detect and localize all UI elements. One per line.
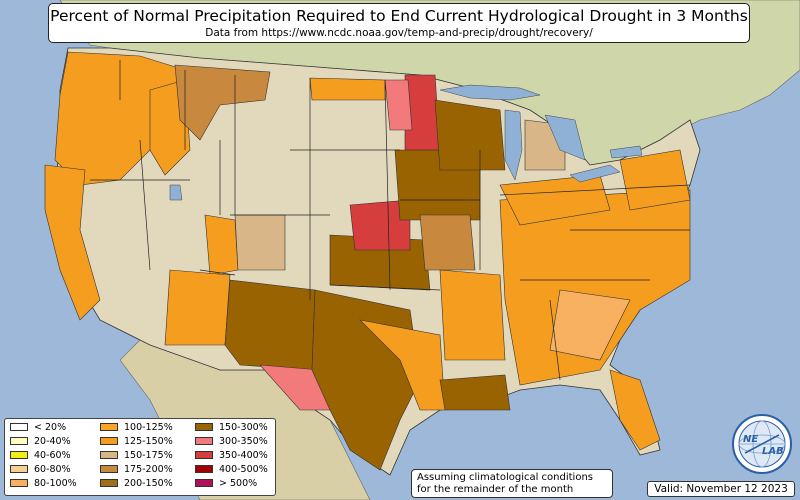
arizona-region: [164, 269, 231, 346]
lake-michigan: [504, 109, 523, 181]
legend-label: 40-60%: [34, 450, 71, 461]
legend-label: 150-300%: [219, 422, 268, 433]
title-box: Percent of Normal Precipitation Required…: [48, 3, 750, 43]
assumption-line-1: Assuming climatological conditions: [417, 472, 593, 483]
legend-swatch: [10, 451, 28, 459]
legend-swatch: [100, 465, 118, 473]
lake-ontario: [609, 145, 643, 159]
legend-swatch: [100, 437, 118, 445]
state-borders: [90, 60, 691, 381]
colorado-region: [234, 214, 286, 271]
legend-swatch: [100, 451, 118, 459]
border-lines: [90, 60, 691, 381]
ohio-valley-region: [499, 174, 611, 226]
legend-label: 400-500%: [219, 464, 268, 475]
louisiana-region: [439, 374, 511, 411]
globe-icon: NE LAB: [732, 414, 792, 474]
wisconsin-region: [434, 99, 506, 171]
lake-erie: [569, 164, 621, 183]
mid-atlantic-region: [619, 149, 691, 211]
legend-swatch: [195, 437, 213, 445]
legend-swatch: [100, 479, 118, 487]
legend-label: 125-150%: [124, 436, 173, 447]
legend-swatch: [195, 423, 213, 431]
legend: < 20% 20-40% 40-60% 60-80% 80-100% 100-1…: [4, 418, 276, 496]
great-salt-lake: [169, 184, 183, 201]
nexlab-logo: NE LAB: [731, 413, 793, 475]
assumption-note: Assuming climatological conditions for t…: [411, 469, 613, 498]
southeast-region: [499, 189, 691, 386]
lakes: [169, 84, 643, 201]
valid-date: Valid: November 12 2023: [647, 481, 795, 497]
drought-regions: [44, 51, 691, 471]
legend-label: 60-80%: [34, 464, 71, 475]
legend-label: 20-40%: [34, 436, 71, 447]
logo-text-lab: LAB: [762, 446, 784, 457]
new-mexico-region: [224, 279, 316, 371]
legend-label: 350-400%: [219, 450, 268, 461]
lake-huron: [544, 114, 586, 161]
california-region: [44, 164, 101, 321]
assumption-line-2: for the remainder of the month: [417, 484, 574, 495]
legend-swatch: [10, 465, 28, 473]
florida-region: [609, 369, 661, 451]
lake-superior: [439, 84, 541, 101]
legend-label: > 500%: [219, 478, 258, 489]
map-title: Percent of Normal Precipitation Required…: [50, 7, 748, 25]
legend-label: < 20%: [34, 422, 67, 433]
map-subtitle: Data from https://www.ncdc.noaa.gov/temp…: [205, 27, 593, 39]
minnesota-pink-region: [384, 79, 413, 131]
legend-swatch: [195, 465, 213, 473]
montana-region: [174, 64, 271, 141]
legend-swatch: [195, 451, 213, 459]
pacific-northwest-region: [54, 51, 186, 186]
legend-swatch: [10, 423, 28, 431]
legend-swatch: [10, 437, 28, 445]
north-dakota-region: [309, 77, 386, 101]
legend-label: 175-200%: [124, 464, 173, 475]
east-texas-region: [359, 319, 446, 411]
utah-region: [204, 214, 239, 276]
legend-label: 100-125%: [124, 422, 173, 433]
legend-swatch: [195, 479, 213, 487]
missouri-region: [419, 214, 476, 271]
legend-label: 200-150%: [124, 478, 173, 489]
logo-text-ne: NE: [743, 434, 758, 445]
lower-mississippi-region: [439, 269, 506, 361]
legend-label: 300-350%: [219, 436, 268, 447]
legend-swatch: [100, 423, 118, 431]
kansas-red-region: [349, 199, 411, 251]
legend-label: 80-100%: [34, 478, 77, 489]
georgia-region: [549, 289, 631, 361]
legend-label: 150-175%: [124, 450, 173, 461]
legend-swatch: [10, 479, 28, 487]
